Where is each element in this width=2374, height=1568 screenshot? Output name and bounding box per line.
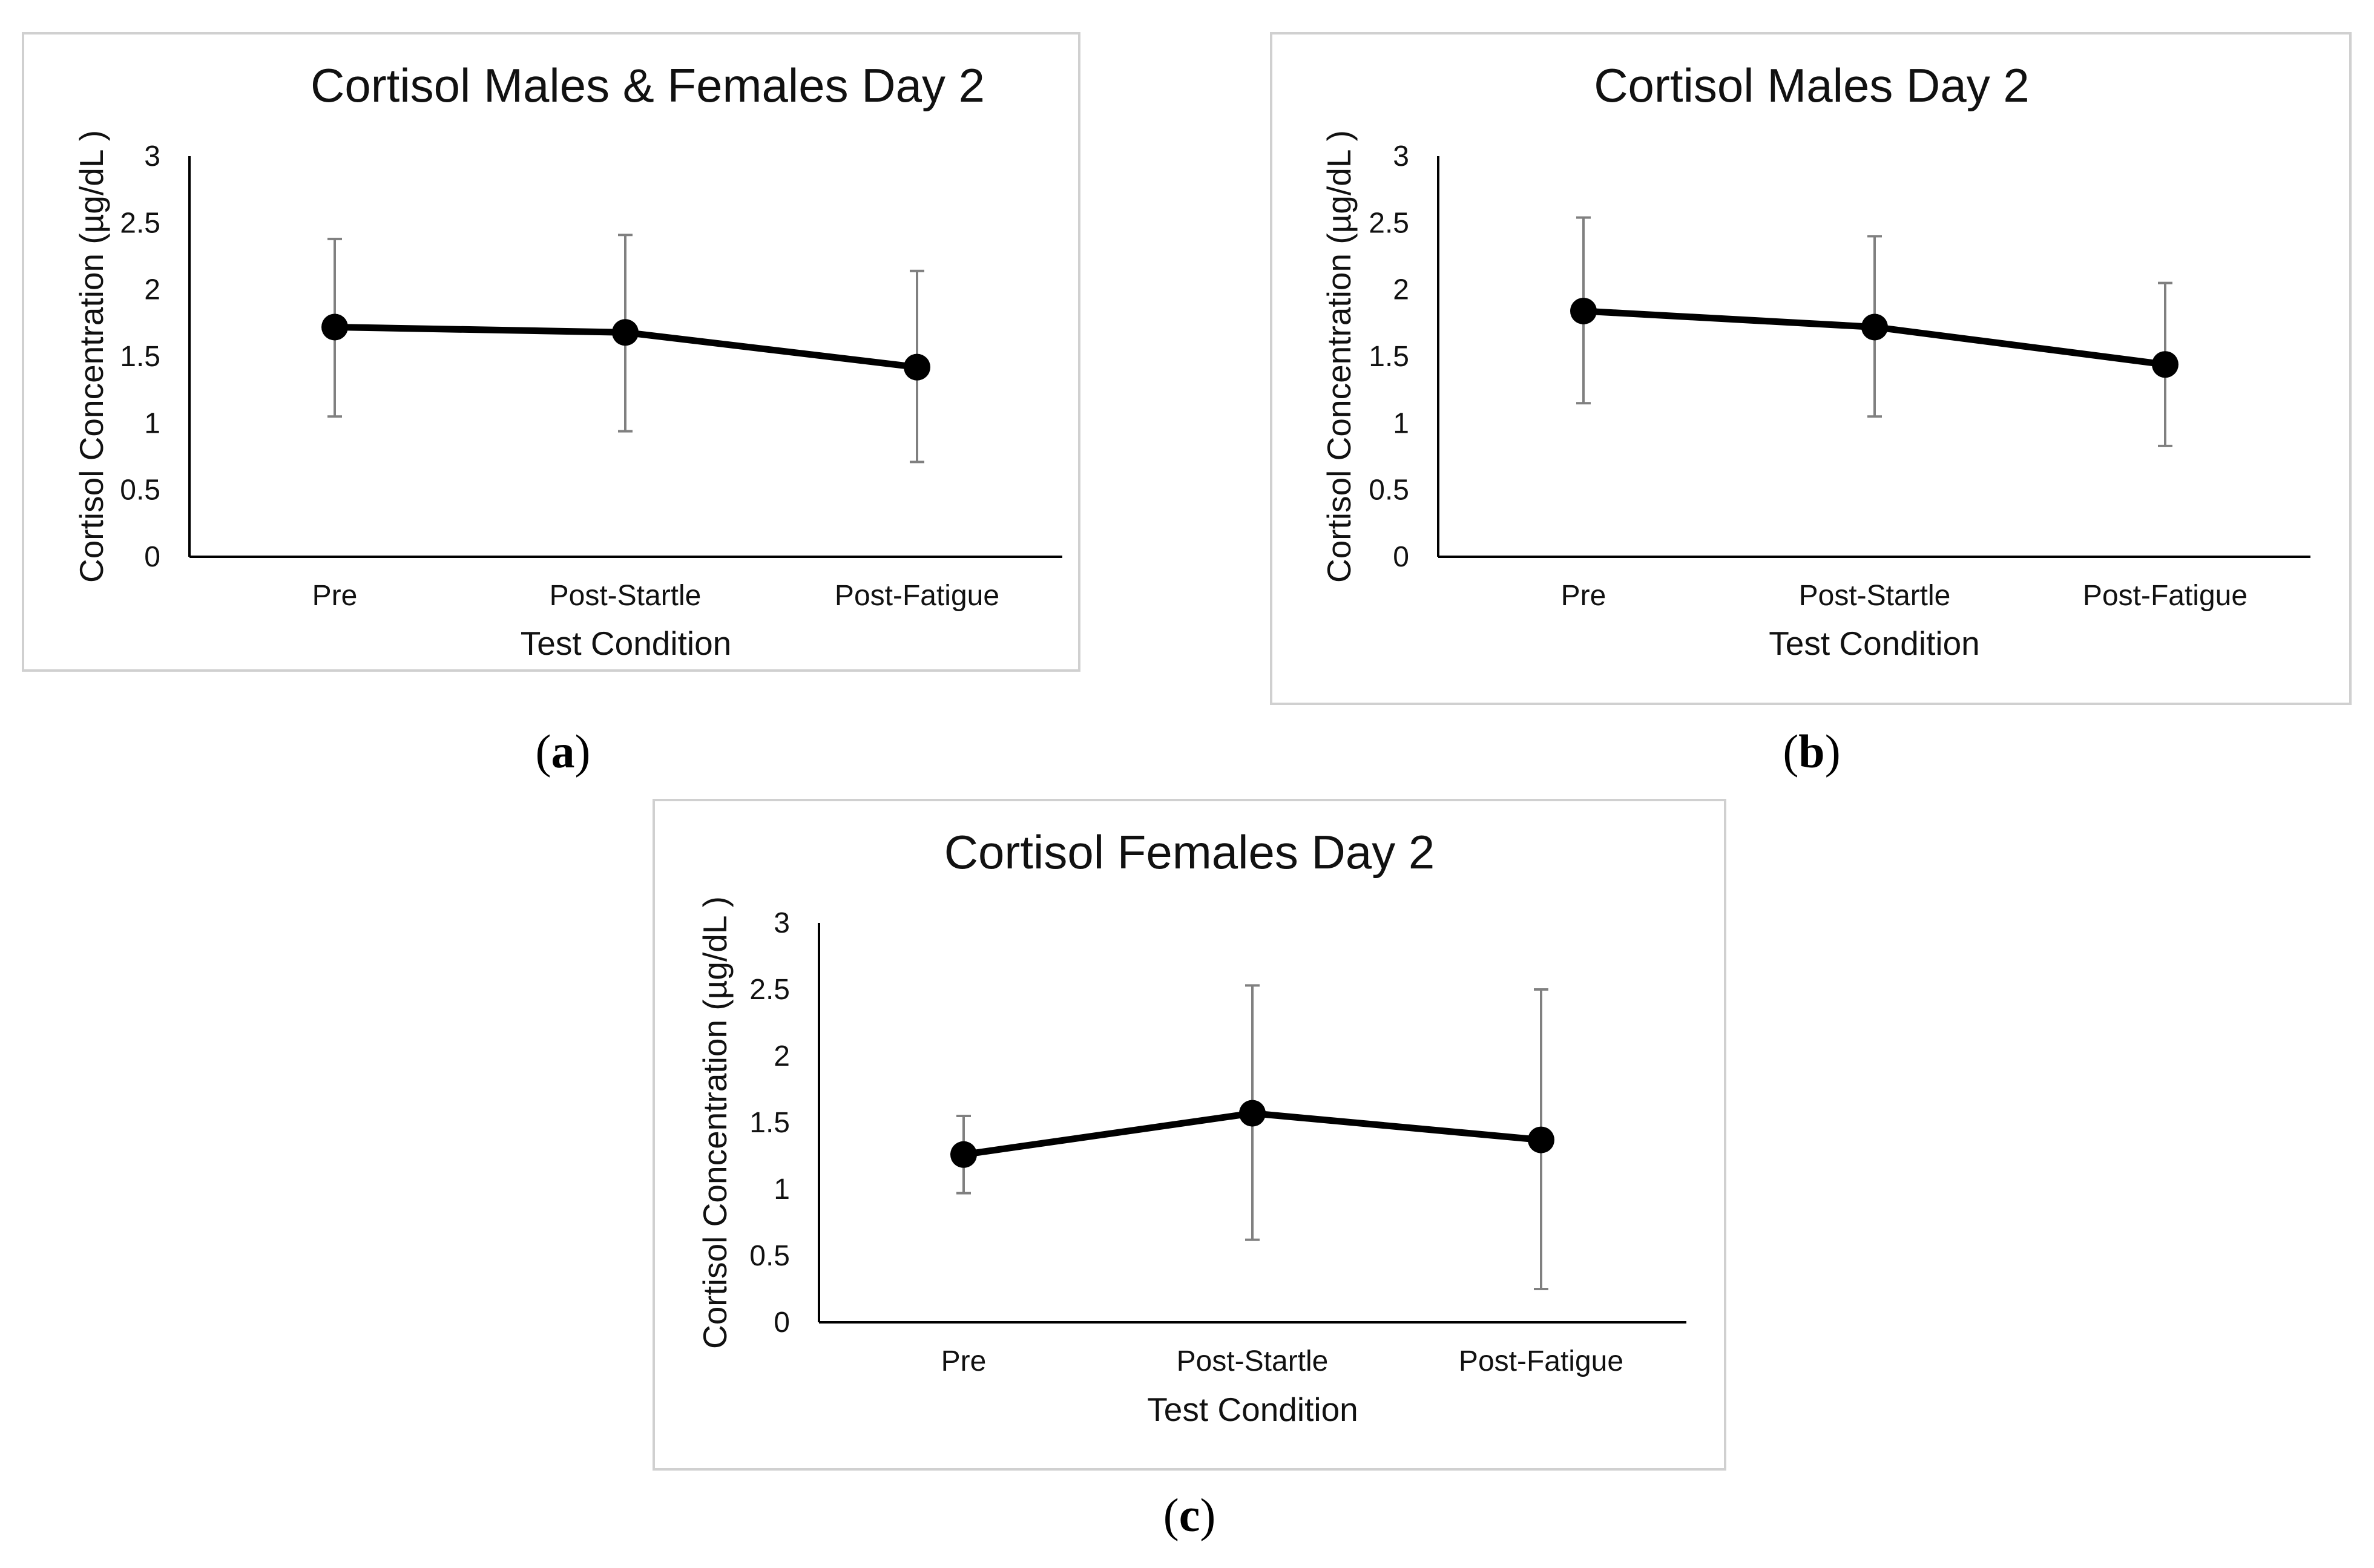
x-tick-label: Pre: [312, 580, 358, 612]
y-tick-label: 0.5: [1369, 474, 1409, 507]
data-point: [2152, 351, 2178, 378]
y-axis-label: Cortisol Concentration (µg/dL ): [696, 896, 734, 1349]
x-tick-label: Post-Startle: [550, 580, 702, 612]
x-tick-label: Pre: [1561, 580, 1606, 612]
y-tick-label: 2.5: [120, 207, 160, 239]
y-axis-label: Cortisol Concentration (µg/dL ): [1320, 130, 1358, 583]
x-tick-label: Post-Startle: [1799, 580, 1951, 612]
chart-panel-a: Cortisol Males & Females Day 2 0 0.5 1 1.5 2 2…: [22, 32, 1080, 672]
x-tick-label: Post-Startle: [1177, 1345, 1329, 1377]
panel-label: (a): [536, 725, 591, 778]
data-point: [1528, 1126, 1554, 1153]
x-axis-label: Test Condition: [1769, 625, 1980, 662]
chart-title: Cortisol Males Day 2: [1594, 59, 2030, 112]
data-point: [1570, 297, 1597, 324]
data-point: [950, 1141, 977, 1168]
chart-title: Cortisol Males & Females Day 2: [311, 59, 985, 112]
x-tick-label: Post-Fatigue: [2083, 580, 2247, 612]
data-point: [904, 353, 930, 381]
panel-label-open: (: [536, 725, 551, 778]
y-tick-label: 1: [1393, 407, 1409, 439]
y-tick-label: 3: [1393, 140, 1409, 172]
panel-label-letter: b: [1798, 725, 1824, 778]
y-tick-label: 0: [1393, 541, 1409, 573]
panel-label-letter: c: [1179, 1489, 1200, 1541]
data-point: [1239, 1100, 1266, 1127]
panel-label-letter: a: [551, 725, 575, 778]
y-tick-label: 0: [774, 1307, 790, 1339]
y-tick-label: 2: [144, 274, 160, 306]
y-tick-label: 1.5: [749, 1107, 790, 1139]
data-point: [321, 313, 348, 341]
x-axis-label: Test Condition: [1147, 1391, 1358, 1428]
y-axis-label: Cortisol Concentration (µg/dL ): [73, 130, 110, 583]
panel-label-close: ): [575, 725, 591, 778]
y-tick-label: 0.5: [120, 474, 160, 507]
panel-label-close: ): [1825, 725, 1841, 778]
chart-title: Cortisol Females Day 2: [944, 825, 1435, 879]
chart-frame: [22, 32, 1080, 672]
x-axis-label: Test Condition: [521, 625, 732, 662]
panel-label-close: ): [1200, 1489, 1215, 1541]
panel-label-open: (: [1783, 725, 1798, 778]
y-tick-label: 2.5: [749, 974, 790, 1006]
panel-label: (b): [1783, 725, 1840, 778]
y-tick-label: 2.5: [1369, 207, 1409, 239]
y-tick-label: 1.5: [1369, 341, 1409, 373]
panel-label-open: (: [1163, 1489, 1179, 1541]
data-point: [612, 319, 639, 346]
x-tick-label: Post-Fatigue: [835, 580, 999, 612]
y-tick-label: 1: [144, 407, 160, 439]
x-tick-label: Pre: [941, 1345, 987, 1377]
x-tick-label: Post-Fatigue: [1459, 1345, 1623, 1377]
y-tick-label: 3: [144, 140, 160, 172]
y-tick-label: 3: [774, 907, 790, 939]
y-tick-label: 0.5: [749, 1240, 790, 1272]
chart-panel-b: Cortisol Males Day 2 0 0.5 1 1.5 2 2.5 3 Pre Post…: [1270, 32, 2352, 705]
y-tick-label: 2: [1393, 274, 1409, 306]
chart-panel-c: Cortisol Females Day 2 0 0.5 1 1.5 2 2.5 3 Pre Po…: [653, 799, 1726, 1471]
data-point: [1861, 313, 1888, 341]
y-tick-label: 2: [774, 1040, 790, 1072]
y-tick-label: 1: [774, 1173, 790, 1206]
y-tick-label: 0: [144, 541, 160, 573]
panel-label: (c): [1163, 1489, 1216, 1541]
y-tick-label: 1.5: [120, 341, 160, 373]
